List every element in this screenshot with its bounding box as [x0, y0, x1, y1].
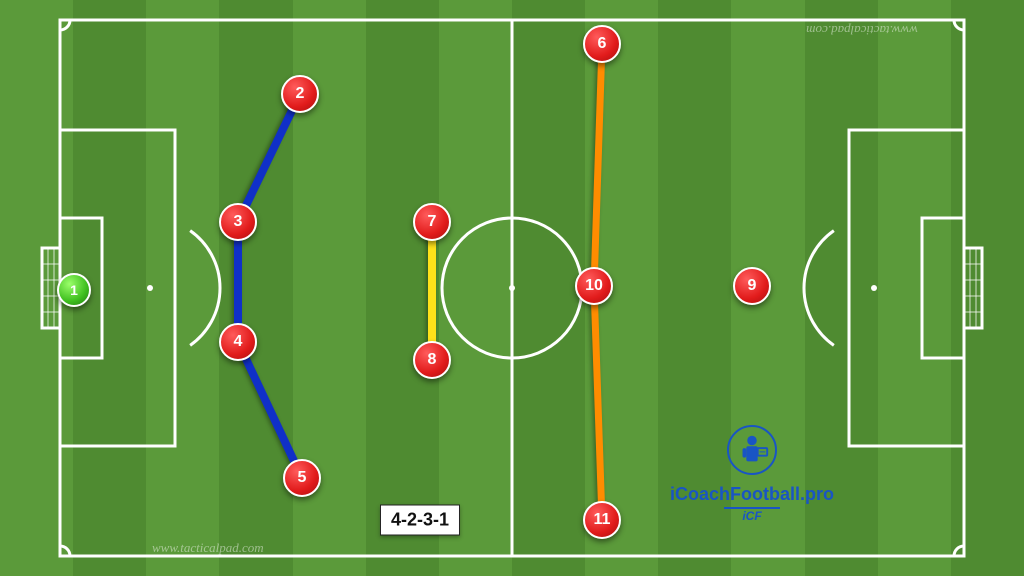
- player-7: 7: [413, 203, 451, 241]
- player-11: 11: [583, 501, 621, 539]
- player-2: 2: [281, 75, 319, 113]
- watermark-bottom: www.tacticalpad.com: [152, 540, 264, 556]
- brand-title: iCoachFootball.pro: [670, 484, 834, 504]
- coach-icon: [727, 425, 777, 475]
- player-6: 6: [583, 25, 621, 63]
- player-8: 8: [413, 341, 451, 379]
- tactics-diagram: 1 2 3 4 5 7 8 6 10 11 9 4-2-3-1 www.tacticalpad.co…: [0, 0, 1024, 576]
- formation-label: 4-2-3-1: [380, 505, 460, 536]
- player-1: 1: [57, 273, 91, 307]
- player-9: 9: [733, 267, 771, 305]
- player-4: 4: [219, 323, 257, 361]
- connection-line: [428, 222, 436, 360]
- brand-subtitle: iCF: [724, 507, 779, 523]
- player-5: 5: [283, 459, 321, 497]
- pitch-markings: [0, 0, 1024, 576]
- player-10: 10: [575, 267, 613, 305]
- player-3: 3: [219, 203, 257, 241]
- watermark-top-flipped: www.tacticalpad.com: [806, 22, 918, 38]
- brand-logo: iCoachFootball.pro iCF: [662, 425, 842, 525]
